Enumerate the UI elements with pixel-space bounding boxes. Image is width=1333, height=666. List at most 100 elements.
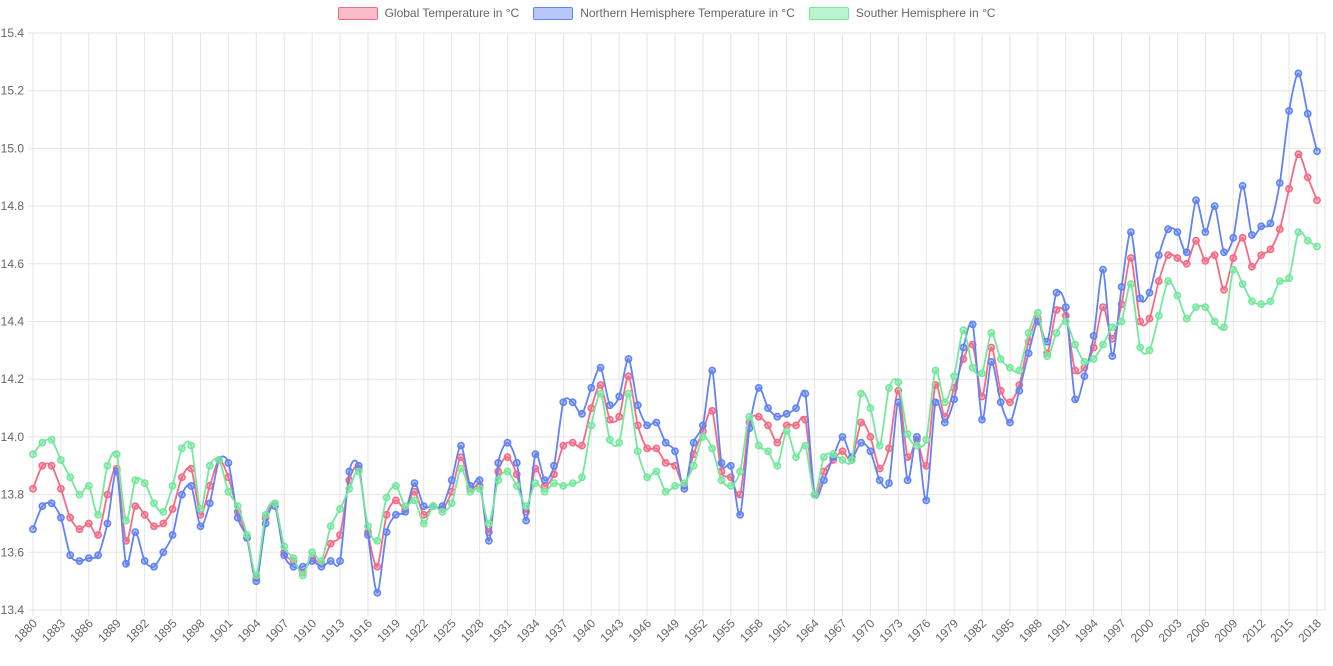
data-point[interactable] (792, 453, 800, 461)
data-point[interactable] (1136, 317, 1145, 326)
data-point[interactable] (540, 476, 549, 485)
data-point[interactable] (336, 505, 344, 513)
data-point[interactable] (1313, 242, 1321, 251)
data-point[interactable] (1275, 277, 1284, 285)
data-point[interactable] (1248, 231, 1256, 239)
data-point[interactable] (57, 456, 65, 464)
data-point[interactable] (987, 343, 996, 352)
data-point[interactable] (243, 531, 251, 539)
data-point[interactable] (968, 363, 977, 372)
data-point[interactable] (596, 381, 605, 389)
data-point[interactable] (1257, 222, 1266, 231)
data-point[interactable] (1182, 259, 1191, 268)
data-point[interactable] (1210, 251, 1219, 259)
data-point[interactable] (382, 528, 391, 536)
data-point[interactable] (280, 542, 289, 551)
data-point[interactable] (736, 467, 744, 476)
data-point[interactable] (857, 438, 865, 447)
data-point[interactable] (810, 490, 819, 499)
data-point[interactable] (661, 458, 670, 467)
data-point[interactable] (940, 398, 949, 407)
data-point[interactable] (187, 441, 196, 450)
data-point[interactable] (1006, 398, 1014, 407)
data-point[interactable] (1201, 303, 1210, 311)
data-point[interactable] (894, 398, 903, 407)
data-point[interactable] (75, 525, 84, 534)
data-point[interactable] (215, 456, 223, 464)
data-point[interactable] (596, 363, 605, 372)
data-point[interactable] (494, 476, 503, 485)
data-point[interactable] (754, 441, 763, 450)
data-point[interactable] (29, 525, 37, 534)
data-point[interactable] (633, 447, 642, 456)
data-point[interactable] (84, 554, 93, 562)
data-point[interactable] (373, 562, 382, 571)
data-point[interactable] (503, 438, 512, 447)
data-point[interactable] (1266, 297, 1275, 306)
data-point[interactable] (1080, 372, 1089, 381)
data-point[interactable] (978, 369, 986, 378)
data-point[interactable] (187, 464, 196, 473)
data-point[interactable] (1136, 343, 1145, 352)
data-point[interactable] (522, 502, 530, 510)
legend-item-northern-hemisphere[interactable]: Northern Hemisphere Temperature in °C (533, 7, 795, 20)
data-point[interactable] (1117, 282, 1126, 291)
data-point[interactable] (103, 519, 112, 528)
data-point[interactable] (652, 467, 661, 476)
data-point[interactable] (633, 421, 642, 430)
data-point[interactable] (410, 479, 419, 487)
data-point[interactable] (484, 519, 493, 528)
data-point[interactable] (187, 481, 196, 490)
data-point[interactable] (866, 404, 875, 412)
data-point[interactable] (382, 493, 391, 502)
data-point[interactable] (708, 444, 717, 453)
data-point[interactable] (968, 320, 977, 329)
data-point[interactable] (1238, 280, 1247, 288)
data-point[interactable] (270, 499, 279, 508)
data-point[interactable] (131, 502, 140, 510)
data-point[interactable] (801, 441, 810, 450)
data-point[interactable] (103, 461, 112, 470)
data-point[interactable] (531, 450, 540, 459)
data-point[interactable] (308, 548, 316, 557)
data-point[interactable] (373, 588, 382, 597)
data-point[interactable] (885, 479, 893, 487)
data-point[interactable] (261, 510, 270, 519)
data-point[interactable] (364, 522, 372, 531)
data-point[interactable] (326, 539, 335, 548)
data-point[interactable] (671, 447, 679, 456)
data-point[interactable] (1275, 179, 1284, 187)
data-point[interactable] (550, 479, 558, 487)
data-point[interactable] (1294, 228, 1303, 236)
data-point[interactable] (1089, 331, 1098, 340)
data-point[interactable] (1266, 219, 1275, 228)
data-point[interactable] (419, 502, 428, 510)
data-point[interactable] (875, 476, 884, 485)
data-point[interactable] (1024, 329, 1033, 337)
data-point[interactable] (1061, 303, 1070, 311)
data-point[interactable] (1229, 254, 1238, 262)
data-point[interactable] (457, 464, 465, 473)
data-point[interactable] (75, 490, 84, 499)
data-point[interactable] (503, 467, 512, 476)
data-point[interactable] (587, 421, 596, 430)
data-point[interactable] (1257, 300, 1266, 309)
data-point[interactable] (689, 461, 698, 470)
data-point[interactable] (401, 502, 410, 510)
data-point[interactable] (643, 421, 651, 430)
data-point[interactable] (29, 450, 37, 459)
data-point[interactable] (829, 450, 838, 459)
data-point[interactable] (494, 458, 503, 467)
data-point[interactable] (1266, 245, 1275, 254)
data-point[interactable] (596, 389, 605, 398)
data-point[interactable] (559, 481, 568, 490)
data-point[interactable] (205, 461, 214, 470)
data-point[interactable] (1108, 352, 1117, 360)
data-point[interactable] (606, 401, 614, 410)
data-point[interactable] (391, 481, 400, 490)
data-point[interactable] (1154, 251, 1163, 259)
data-point[interactable] (57, 484, 65, 493)
data-point[interactable] (531, 479, 540, 487)
data-point[interactable] (773, 412, 782, 421)
data-point[interactable] (38, 438, 47, 447)
